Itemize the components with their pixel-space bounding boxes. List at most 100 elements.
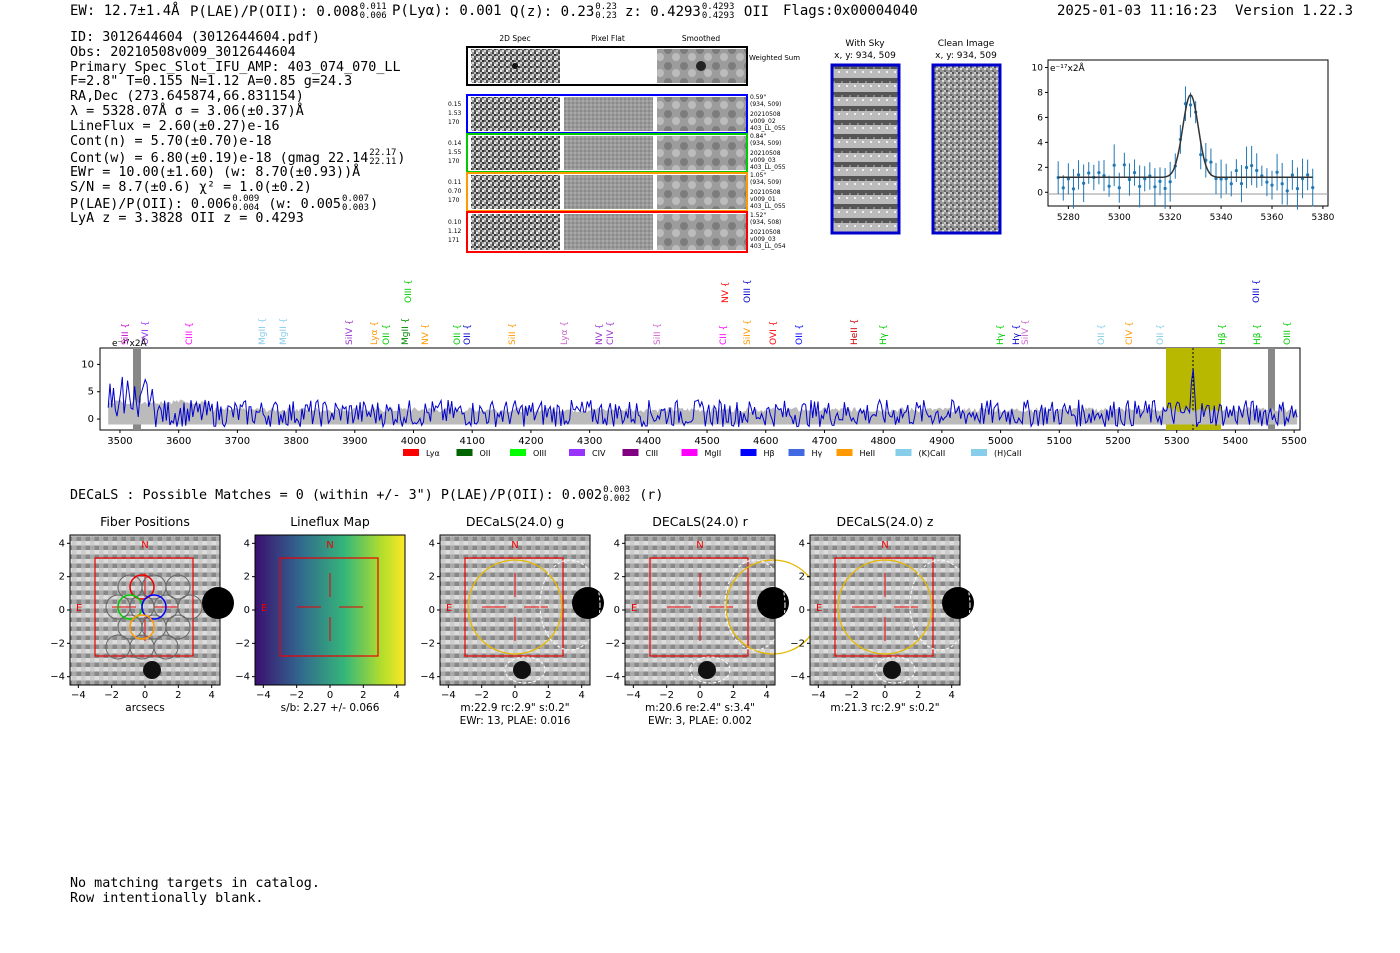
- spectrum-line-label: Lyα {: [560, 321, 570, 345]
- compass-north: N: [511, 540, 518, 551]
- with-sky-title: With Sky: [845, 39, 885, 49]
- decals-xtick-label: −2: [844, 690, 859, 701]
- decals-xtick-label: −4: [441, 690, 456, 701]
- svg-text:0.15: 0.15: [448, 101, 462, 108]
- compass-north: N: [326, 540, 333, 551]
- zoom-fit-xtick-label: 5360: [1261, 213, 1284, 223]
- spectrum-flux-line: [107, 368, 1298, 429]
- zoom-fit-ytick-label: 2: [1037, 163, 1043, 173]
- svg-text:(934, 508): (934, 508): [750, 219, 781, 226]
- legend-swatch: [622, 449, 639, 456]
- legend-label: OIII: [533, 449, 546, 458]
- spectrum-mask-left: [133, 348, 141, 430]
- svg-text:20210508: 20210508: [750, 189, 781, 196]
- decals-xtick-label: −4: [71, 690, 86, 701]
- col-header-2dspec: 2D Spec: [499, 34, 530, 43]
- zoom-fit-point: [1265, 180, 1269, 184]
- spectrum-xtick-label: 5300: [1164, 436, 1189, 447]
- aperture-box: [464, 557, 564, 657]
- neighbor-ellipse: [689, 656, 731, 684]
- spectrum-mask-right: [1268, 348, 1275, 430]
- cutout-row-4: 0.10 1.12 171 1.52" (934, 508) 20210508 …: [448, 211, 786, 253]
- decals-panel-title: Lineflux Map: [290, 514, 370, 529]
- decals-panel-caption: m:21.3 rc:2.9" s:0.2": [830, 702, 939, 714]
- spectrum-xtick-label: 4000: [401, 436, 426, 447]
- zoom-fit-point: [1076, 173, 1081, 177]
- cutout-row-2: 0.14 1.55 170 0.84" (934, 509) 20210508 …: [448, 133, 786, 173]
- zoom-fit-point: [1290, 173, 1294, 177]
- spectrum-line-label: MgII {: [279, 318, 289, 345]
- header-plae: P(LAE)/P(OII): 0.008 0.011 0.006: [190, 2, 387, 21]
- fiber-circle: [177, 594, 203, 620]
- compass-east: E: [261, 603, 267, 614]
- zoom-fit-point: [1285, 189, 1289, 193]
- spectrum-xtick-label: 5500: [1281, 436, 1306, 447]
- legend-label: CIV: [592, 449, 606, 458]
- zoom-fit-ytick-label: 8: [1037, 88, 1043, 98]
- spectrum-xtick-label: 5100: [1047, 436, 1072, 447]
- cutout-row-1: 0.15 1.53 170 0.59" (934, 509) 20210508 …: [448, 94, 786, 134]
- zoom-fit-point: [1138, 184, 1142, 188]
- header-z: z: 0.4293 0.4293 0.4293 OII: [625, 2, 770, 21]
- zoom-fit-point: [1127, 177, 1132, 182]
- decals-panel-caption: m:20.6 re:2.4" s:3.4": [645, 702, 755, 714]
- info-radec: RA,Dec (273.645874,66.831154): [70, 89, 304, 105]
- zoom-fit-point: [1132, 170, 1137, 175]
- full-spectrum: SiII {OVI {CIII {MgII {MgII {SiIV {Lyα {…: [81, 279, 1307, 458]
- decals-panel-title: DECaLS(24.0) z: [837, 514, 934, 529]
- spectrum-line-label: OVI {: [141, 321, 151, 345]
- zoom-fit-ytick-label: 10: [1032, 63, 1044, 73]
- zoom-fit-point: [1158, 179, 1162, 183]
- decals-ytick-label: 2: [614, 572, 620, 583]
- zoom-fit-point: [1214, 176, 1218, 181]
- svg-text:20210508: 20210508: [750, 111, 781, 118]
- spectrum-xtick-label: 5200: [1105, 436, 1130, 447]
- spectrum-line-label: SiII {: [121, 323, 131, 345]
- zoom-fit-point: [1188, 103, 1193, 107]
- zoom-fit-point: [1087, 171, 1091, 175]
- legend-swatch: [510, 449, 526, 456]
- zoom-fit-xtick-label: 5300: [1108, 213, 1131, 223]
- zoom-fit-point: [1209, 160, 1213, 164]
- decals-panel-caption: arcsecs: [125, 702, 164, 714]
- decals-frame: [254, 534, 406, 686]
- zoom-fit-point: [1219, 177, 1223, 181]
- weighted-sum-label: Weighted Sum: [749, 54, 800, 62]
- svg-text:0.11: 0.11: [448, 179, 462, 186]
- spectrum-xtick-label: 4800: [870, 436, 895, 447]
- info-plae: P(LAE)/P(OII): 0.006 0.009 0.004 (w: 0.005…: [70, 194, 379, 214]
- spectrum-xtick-label: 5000: [988, 436, 1013, 447]
- decals-ytick-label: −2: [50, 638, 65, 649]
- zoom-fit-point: [1071, 187, 1076, 191]
- zoom-fit-point: [1112, 163, 1116, 167]
- fiber-blue: [141, 594, 167, 620]
- spectrum-ytick-label: 5: [88, 387, 94, 398]
- decals-ytick-label: −4: [605, 672, 620, 683]
- decals-ytick-label: 4: [59, 538, 65, 549]
- decals-xtick-label: 4: [578, 690, 584, 701]
- fiber-circle: [165, 574, 191, 600]
- spectrum-xtick-label: 4600: [753, 436, 778, 447]
- zoom-fit-gaussian: [1058, 93, 1313, 179]
- spectrum-line-label: SiIV {: [1021, 319, 1031, 345]
- decals-ytick-label: −4: [50, 672, 65, 683]
- spectrum-line-label: OII {: [463, 324, 473, 345]
- svg-text:1.52": 1.52": [750, 212, 766, 219]
- svg-text:171: 171: [448, 237, 460, 244]
- decals-xtick-label: 2: [360, 690, 366, 701]
- info-obs: Obs: 20210508v009_3012644604: [70, 44, 296, 60]
- zoom-fit-point: [1229, 182, 1233, 186]
- spectrum-line-label: Hγ {: [879, 324, 889, 345]
- decals-xtick-label: 0: [882, 690, 888, 701]
- decals-ytick-label: 0: [59, 605, 65, 616]
- spectrum-line-label: OII {: [1097, 324, 1107, 345]
- decals-ytick-label: −2: [420, 638, 435, 649]
- spectrum-ytick-label: 10: [81, 359, 94, 370]
- header-ew: EW: 12.7±1.4Å: [70, 3, 180, 19]
- decals-ytick-label: −2: [605, 638, 620, 649]
- svg-text:170: 170: [448, 197, 460, 204]
- decals-xtick-label: 4: [948, 690, 954, 701]
- info-block: ID: 3012644604 (3012644604.pdf) Obs: 202…: [70, 30, 405, 227]
- svg-text:0.84": 0.84": [750, 133, 766, 140]
- decals-ytick-label: 4: [244, 538, 250, 549]
